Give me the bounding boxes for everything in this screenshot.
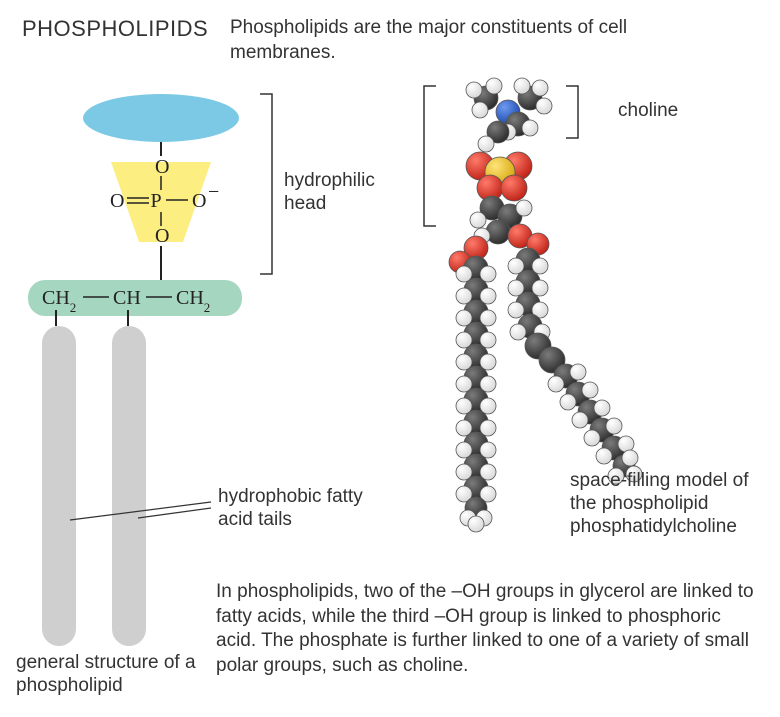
tail-right xyxy=(508,248,642,484)
tail-1 xyxy=(42,326,76,646)
tail-2 xyxy=(112,326,146,646)
label-choline: choline xyxy=(618,100,678,121)
chem-o-top: O xyxy=(155,156,169,178)
chem-o-right: O xyxy=(192,190,206,212)
chem-o-left: O xyxy=(110,190,124,212)
phosphate-group xyxy=(466,152,532,201)
bracket-model-left xyxy=(424,86,436,226)
chem-p: P xyxy=(150,190,161,212)
label-model-caption: space-filling model of the phospholipid … xyxy=(570,470,770,538)
page-title: PHOSPHOLIPIDS xyxy=(22,16,208,42)
choline-group xyxy=(466,78,552,152)
description-text: In phospholipids, two of the –OH groups … xyxy=(216,580,756,679)
chem-ch: CH xyxy=(113,287,141,309)
label-tails: hydrophobic fatty acid tails xyxy=(218,486,378,532)
label-general: general structure of a phospholipid xyxy=(16,652,216,698)
head-blob xyxy=(83,94,239,142)
label-hydrophilic: hydrophilic head xyxy=(284,170,394,216)
chem-o-bottom: O xyxy=(155,225,169,247)
chem-minus: − xyxy=(208,181,219,203)
intro-text: Phospholipids are the major constituents… xyxy=(230,16,650,65)
bracket-head xyxy=(260,94,272,274)
bracket-model-right xyxy=(566,86,578,138)
tail-left xyxy=(456,256,496,532)
